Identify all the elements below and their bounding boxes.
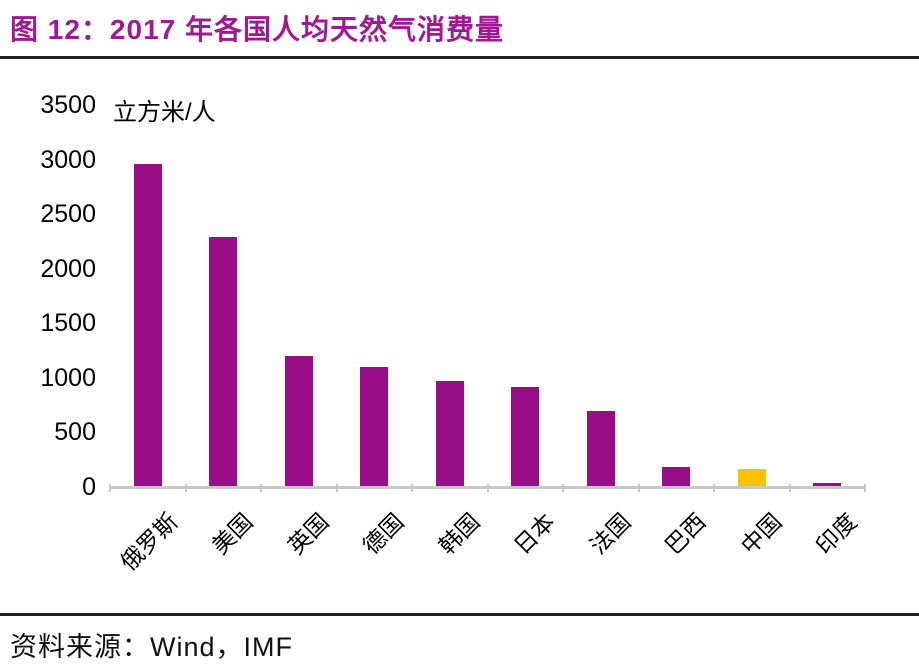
y-tick-label-2500: 2500 [40, 200, 96, 229]
bar-英国 [284, 356, 313, 487]
x-axis-tick [486, 484, 489, 492]
bar-中国 [737, 468, 766, 487]
x-label-印度: 印度 [810, 508, 862, 560]
y-tick-label-500: 500 [54, 418, 96, 447]
bar-日本 [511, 386, 540, 487]
x-label-英国: 英国 [282, 508, 334, 560]
x-label-韩国: 韩国 [433, 508, 485, 560]
x-label-法国: 法国 [584, 508, 636, 560]
x-axis-tick [184, 484, 187, 492]
bar-俄罗斯 [133, 163, 162, 487]
x-label-中国: 中国 [735, 508, 787, 560]
y-tick-label-3500: 3500 [40, 91, 96, 119]
data-source-note: 资料来源：Wind，IMF [10, 632, 293, 662]
x-axis-tick [109, 484, 111, 492]
bar-美国 [209, 237, 238, 487]
y-tick-label-1000: 1000 [40, 363, 96, 392]
x-axis-tick [562, 484, 564, 492]
footer-divider-line [0, 613, 919, 616]
y-tick-label-2000: 2000 [40, 254, 96, 283]
y-axis-unit-label: 立方米/人 [113, 99, 216, 126]
x-label-美国: 美国 [206, 508, 258, 560]
figure-title: 图 12：2017 年各国人均天然气消费量 [10, 14, 504, 45]
x-axis-tick [864, 484, 866, 492]
x-label-巴西: 巴西 [659, 508, 711, 560]
x-axis-tick [260, 484, 262, 492]
y-tick-label-0: 0 [82, 473, 96, 501]
bar-德国 [360, 366, 389, 487]
x-label-俄罗斯: 俄罗斯 [115, 508, 183, 576]
bar-巴西 [662, 466, 691, 487]
y-tick-label-1500: 1500 [40, 309, 96, 338]
x-label-日本: 日本 [508, 508, 560, 560]
x-label-德国: 德国 [357, 508, 409, 560]
title-divider-line [0, 56, 919, 59]
x-axis-tick [788, 484, 791, 492]
bar-印度 [813, 482, 842, 487]
x-axis-tick [637, 484, 640, 492]
bar-韩国 [435, 380, 464, 487]
x-axis-tick [335, 484, 338, 492]
x-axis-tick [713, 484, 715, 492]
x-axis-tick [411, 484, 413, 492]
bar-法国 [586, 410, 615, 487]
y-tick-label-3000: 3000 [40, 145, 96, 174]
